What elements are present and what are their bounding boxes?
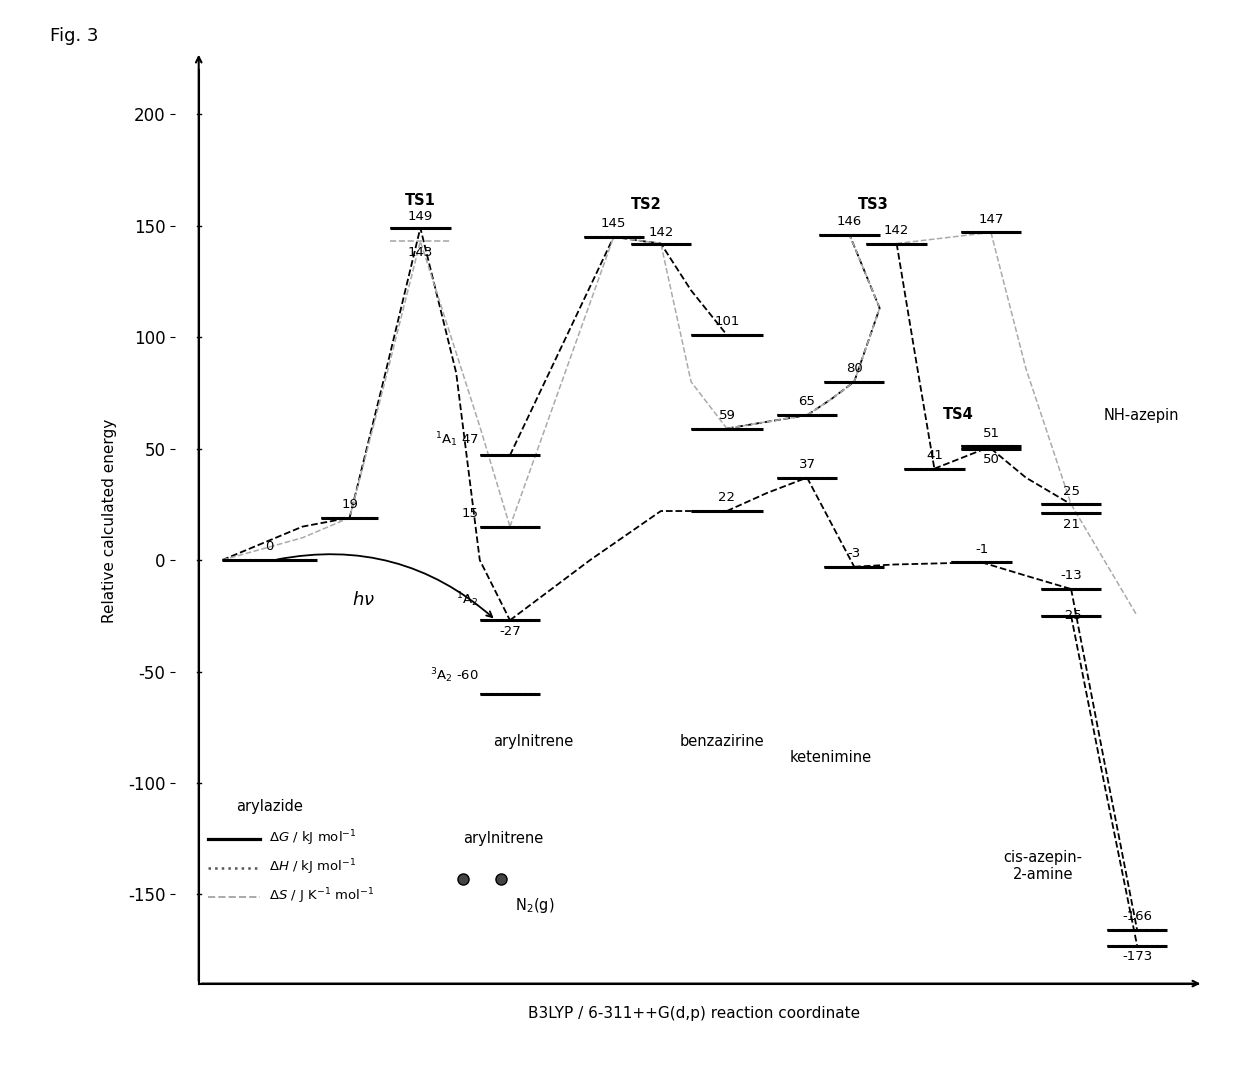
Text: ketenimine: ketenimine [790, 750, 872, 765]
Text: benzazirine: benzazirine [680, 734, 765, 749]
Text: $\Delta S$ / J K$^{-1}$ mol$^{-1}$: $\Delta S$ / J K$^{-1}$ mol$^{-1}$ [269, 887, 374, 906]
Text: 142: 142 [649, 227, 673, 240]
Text: arylazide: arylazide [236, 798, 303, 814]
Text: -166: -166 [1122, 911, 1152, 924]
Text: -1: -1 [975, 543, 988, 556]
Text: 65: 65 [799, 396, 816, 409]
Text: TS2: TS2 [631, 197, 662, 213]
Text: 50: 50 [982, 453, 999, 466]
Text: cis-azepin-
2-amine: cis-azepin- 2-amine [1003, 850, 1083, 883]
Text: 142: 142 [884, 223, 909, 237]
Text: 147: 147 [978, 213, 1003, 226]
Text: -173: -173 [1122, 951, 1152, 964]
Text: 19: 19 [341, 498, 358, 511]
X-axis label: B3LYP / 6-311++G(d,p) reaction coordinate: B3LYP / 6-311++G(d,p) reaction coordinat… [528, 1006, 859, 1021]
Text: 37: 37 [799, 457, 816, 470]
Y-axis label: Relative calculated energy: Relative calculated energy [102, 419, 117, 624]
Text: 146: 146 [837, 215, 862, 228]
Text: $\Delta H$ / kJ mol$^{-1}$: $\Delta H$ / kJ mol$^{-1}$ [269, 858, 357, 877]
Text: 101: 101 [714, 315, 739, 328]
Text: 21: 21 [1063, 518, 1080, 531]
Text: TS1: TS1 [405, 193, 435, 208]
Text: 51: 51 [982, 426, 999, 439]
Text: 143: 143 [408, 246, 433, 259]
Text: 80: 80 [846, 363, 863, 375]
Text: -3: -3 [848, 547, 861, 560]
Text: 25: 25 [1063, 484, 1080, 497]
Text: -25: -25 [1060, 610, 1083, 623]
Text: 145: 145 [601, 217, 626, 230]
Text: -13: -13 [1060, 570, 1083, 583]
Text: 0: 0 [265, 541, 274, 554]
Text: arylnitrene: arylnitrene [463, 831, 543, 846]
Text: 41: 41 [926, 449, 942, 462]
Text: 22: 22 [718, 491, 735, 504]
Text: $^3$A$_2$ -60: $^3$A$_2$ -60 [430, 666, 479, 685]
Text: $^1$A$_1$ 47: $^1$A$_1$ 47 [435, 429, 479, 449]
Text: $\Delta G$ / kJ mol$^{-1}$: $\Delta G$ / kJ mol$^{-1}$ [269, 829, 357, 848]
Text: N$_2$(g): N$_2$(g) [515, 896, 554, 915]
Text: 15: 15 [461, 507, 479, 520]
Text: Fig. 3: Fig. 3 [50, 27, 98, 45]
Text: $^1$A$_2$: $^1$A$_2$ [456, 590, 479, 610]
Text: 59: 59 [718, 409, 735, 422]
Text: NH-azepin: NH-azepin [1104, 409, 1179, 423]
Text: -27: -27 [498, 625, 521, 638]
Text: TS4: TS4 [942, 407, 973, 422]
Text: arylnitrene: arylnitrene [494, 734, 574, 749]
Text: $h\nu$: $h\nu$ [352, 591, 376, 610]
Text: TS3: TS3 [858, 197, 888, 213]
Text: 149: 149 [408, 210, 433, 223]
